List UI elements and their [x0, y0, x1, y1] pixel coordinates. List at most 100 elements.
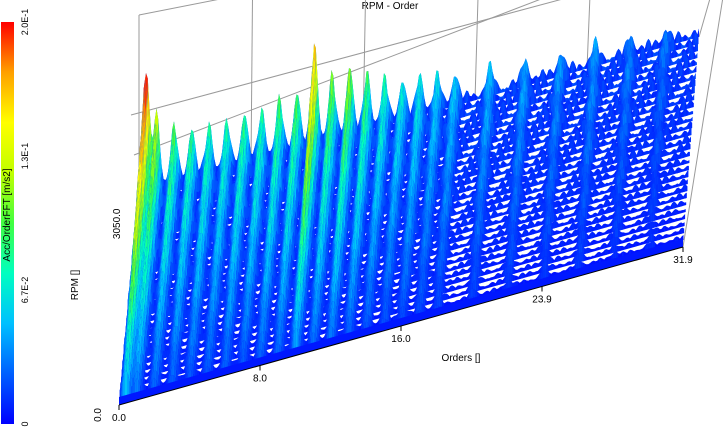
surface-peak	[567, 154, 570, 164]
surface-peak	[507, 153, 510, 160]
surface-peak	[536, 84, 539, 97]
surface-peak	[525, 162, 528, 168]
surface-peak	[655, 83, 658, 91]
surface-peak	[497, 194, 499, 204]
surface-peak	[645, 128, 647, 135]
surface-peak	[463, 123, 466, 131]
surface-peak	[439, 149, 442, 159]
surface-peak	[639, 74, 641, 82]
surface-peak	[649, 47, 652, 58]
surface-peak	[628, 139, 631, 146]
surface-peak	[647, 47, 650, 59]
surface-peak	[693, 82, 695, 94]
surface-peak	[610, 58, 613, 69]
surface-peak	[691, 101, 694, 108]
surface-peak	[646, 89, 648, 100]
surface-peak	[534, 178, 537, 186]
surface-peak	[693, 51, 696, 59]
surface-peak	[266, 165, 269, 180]
surface-peak	[537, 162, 540, 172]
surface-peak	[408, 133, 411, 140]
surface-peak	[562, 137, 564, 144]
surface-peak	[277, 234, 280, 245]
surface-peak	[301, 158, 304, 170]
surface-peak	[510, 101, 512, 111]
surface-peak	[240, 275, 242, 283]
surface-peak	[576, 129, 578, 141]
surface-peak	[541, 69, 544, 82]
surface-peak	[538, 96, 540, 103]
surface-peak	[601, 139, 604, 147]
surface-peak	[672, 86, 675, 93]
surface-peak	[601, 130, 604, 140]
surface-peak	[262, 209, 265, 222]
surface-peak	[527, 186, 529, 195]
surface-peak	[471, 93, 474, 102]
surface-peak	[464, 90, 467, 104]
surface-peak	[511, 102, 514, 111]
surface-peak	[176, 220, 179, 233]
surface-peak	[173, 272, 176, 281]
surface-peak	[640, 74, 643, 81]
surface-peak	[533, 79, 536, 91]
surface-peak	[472, 148, 474, 156]
surface-peak	[580, 64, 582, 71]
surface-peak	[586, 64, 589, 76]
surface-peak	[637, 47, 640, 55]
surface-peak	[567, 67, 569, 81]
surface-peak	[371, 136, 374, 150]
surface-peak	[615, 51, 617, 61]
surface-peak	[497, 168, 500, 176]
surface-peak	[235, 159, 237, 168]
surface-peak	[635, 80, 637, 90]
surface-peak	[538, 136, 540, 144]
surface-peak	[651, 118, 653, 126]
surface-peak	[677, 82, 680, 91]
surface-peak	[470, 205, 473, 211]
surface-peak	[383, 205, 385, 215]
surface-peak	[599, 147, 601, 155]
surface-peak	[639, 45, 642, 54]
surface-peak	[426, 106, 428, 114]
surface-peak	[402, 223, 405, 230]
surface-peak	[630, 145, 632, 153]
surface-peak	[504, 90, 506, 99]
surface-peak	[463, 185, 466, 193]
surface-peak	[434, 215, 436, 222]
surface-peak	[229, 206, 231, 218]
surface-peak	[392, 122, 394, 131]
surface-peak	[328, 243, 331, 251]
surface-peak	[675, 50, 677, 58]
surface-peak	[679, 143, 682, 152]
surface-peak	[571, 175, 573, 183]
surface-peak	[527, 120, 530, 127]
surface-peak	[674, 39, 676, 51]
surface-peak	[511, 143, 514, 152]
surface-peak	[580, 138, 583, 146]
surface-peak	[515, 92, 518, 103]
surface-peak	[330, 219, 333, 230]
surface-peak	[512, 133, 515, 145]
surface-peak	[285, 149, 288, 161]
surface-peak	[207, 258, 210, 265]
surface-peak	[681, 143, 684, 152]
surface-peak	[640, 128, 642, 136]
surface-peak	[691, 59, 694, 67]
colorbar-tick-label: 0	[20, 421, 30, 426]
surface-peak	[373, 135, 376, 150]
surface-peak	[606, 157, 609, 166]
surface-peak	[528, 186, 531, 195]
surface-peak	[664, 95, 667, 109]
surface-peak	[566, 78, 569, 88]
surface-peak	[603, 131, 606, 140]
surface-peak	[645, 140, 648, 148]
surface-peak	[531, 78, 533, 85]
surface-peak	[590, 162, 593, 171]
surface-peak	[570, 73, 573, 80]
surface-peak	[563, 144, 565, 151]
surface-peak	[170, 289, 173, 296]
surface-peak	[585, 61, 587, 70]
surface-peak	[567, 115, 570, 122]
surface-peak	[573, 145, 575, 155]
surface-peak	[696, 40, 698, 52]
